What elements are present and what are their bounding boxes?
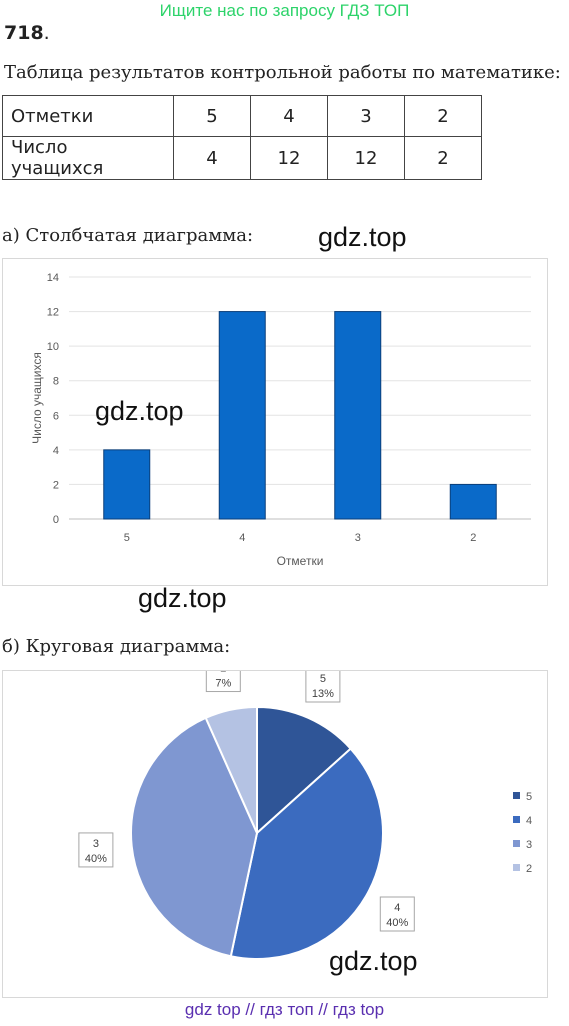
y-tick-label: 12 <box>47 307 59 319</box>
table-cell: 4 <box>250 95 328 137</box>
bar <box>449 483 497 520</box>
data-label-percent: 40% <box>85 853 107 865</box>
bar <box>103 449 151 520</box>
table-cell: 3 <box>327 95 405 137</box>
bar <box>218 311 266 520</box>
table-cell: Отметки <box>2 95 174 137</box>
data-label-category: 2 <box>220 671 226 675</box>
data-label: 340% <box>78 832 114 868</box>
table-cell: Число учащихся <box>2 136 174 180</box>
legend-swatch <box>513 816 520 823</box>
legend-swatch <box>513 840 520 847</box>
data-label: 440% <box>379 896 415 932</box>
legend-label: 2 <box>526 863 532 875</box>
legend-label: 5 <box>526 791 532 803</box>
pie-slice <box>229 747 384 960</box>
y-tick-label: 8 <box>53 376 59 388</box>
data-label-category: 3 <box>93 838 99 850</box>
table-cell: 12 <box>327 136 405 180</box>
y-tick-label: 0 <box>53 514 59 526</box>
watermark: gdz.top <box>95 396 184 426</box>
watermark: gdz.top <box>138 583 227 613</box>
data-label-box <box>78 832 114 868</box>
y-tick-label: 2 <box>53 479 59 491</box>
watermark: gdz.top <box>318 222 407 252</box>
table-row: Отметки 5 4 3 2 <box>2 95 482 137</box>
pie-slice <box>130 716 259 958</box>
data-label-box <box>379 896 415 932</box>
results-table: Отметки 5 4 3 2 Число учащихся 4 12 12 2 <box>2 95 482 180</box>
table-row: Число учащихся 4 12 12 2 <box>2 136 482 180</box>
y-axis-label: Число учащихся <box>30 352 44 444</box>
legend-label: 3 <box>526 839 532 851</box>
data-label-category: 4 <box>394 902 400 914</box>
x-tick-label: 5 <box>124 532 130 544</box>
legend-label: 4 <box>526 815 532 827</box>
part-b-label: б) Круговая диаграмма: <box>2 636 231 657</box>
y-tick-label: 6 <box>53 410 59 422</box>
bar-chart: 0 2 4 6 8 10 12 14 5 4 3 2 Отметки Число учащихся <box>30 272 531 568</box>
footer-text: gdz top // гдз топ // гдз top <box>184 1000 385 1019</box>
problem-number-dot: . <box>43 22 50 44</box>
data-label: 513% <box>305 667 341 703</box>
data-label-category: 5 <box>320 673 326 685</box>
y-tick-label: 4 <box>53 445 59 457</box>
bar <box>334 311 382 520</box>
data-label-percent: 7% <box>215 678 231 690</box>
legend-swatch <box>513 792 520 799</box>
pie-slice <box>256 705 353 836</box>
y-tick-label: 14 <box>47 272 59 284</box>
x-axis-label: Отметки <box>277 554 324 568</box>
pie-slice <box>204 705 258 834</box>
x-tick-label: 3 <box>355 532 361 544</box>
table-cell: 12 <box>250 136 328 180</box>
table-cell: 5 <box>173 95 251 137</box>
legend-swatch <box>513 864 520 871</box>
data-label-percent: 13% <box>312 688 334 700</box>
problem-intro: Таблица результатов контрольной работы п… <box>4 62 561 83</box>
data-label: 2 7% <box>205 657 241 693</box>
bar-chart-panel: 0 2 4 6 8 10 12 14 5 4 3 2 Отметки Число учащихся <box>2 258 548 586</box>
table-cell: 2 <box>404 95 482 137</box>
table-cell: 2 <box>404 136 482 180</box>
table-cell: 4 <box>173 136 251 180</box>
data-label-percent: 40% <box>386 917 408 929</box>
problem-number-value: 718 <box>4 22 44 44</box>
watermark: gdz.top <box>329 946 418 976</box>
y-tick-label: 10 <box>47 341 59 353</box>
problem-number: 718. <box>4 22 50 44</box>
x-tick-label: 2 <box>470 532 476 544</box>
data-label-box <box>305 667 341 703</box>
part-a-label: а) Столбчатая диаграмма: <box>2 225 254 246</box>
x-tick-label: 4 <box>239 532 245 544</box>
search-banner: Ищите нас по запросу ГДЗ ТОП <box>159 1 410 20</box>
